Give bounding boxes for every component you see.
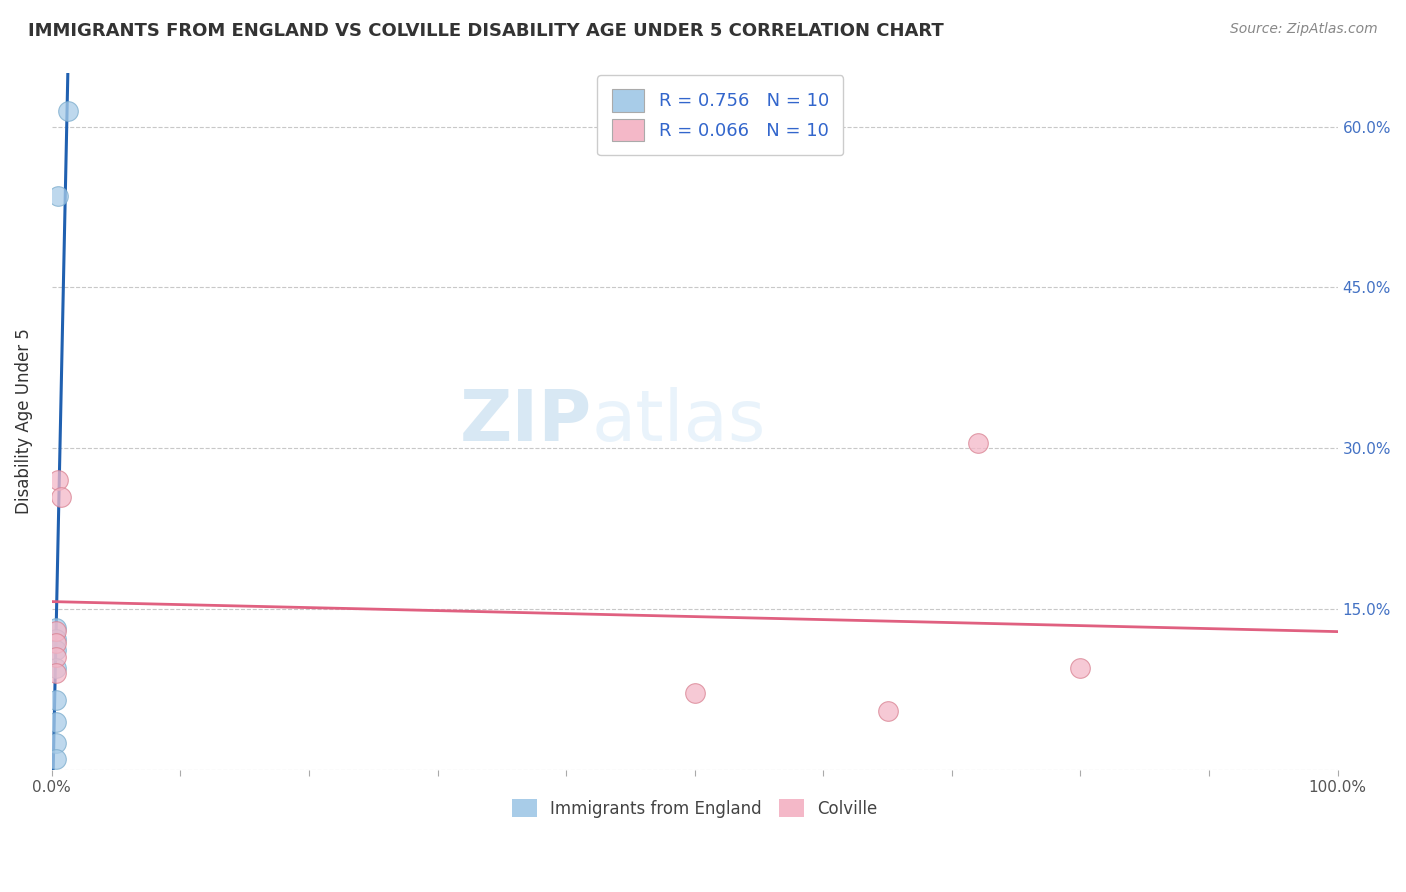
Point bbox=[45, 636, 67, 650]
Point bbox=[45, 736, 67, 750]
Point bbox=[45, 643, 67, 657]
Point bbox=[45, 666, 67, 681]
Point bbox=[45, 650, 67, 665]
Point bbox=[46, 189, 69, 203]
Text: IMMIGRANTS FROM ENGLAND VS COLVILLE DISABILITY AGE UNDER 5 CORRELATION CHART: IMMIGRANTS FROM ENGLAND VS COLVILLE DISA… bbox=[28, 22, 943, 40]
Point bbox=[46, 474, 69, 488]
Text: ZIP: ZIP bbox=[460, 387, 592, 456]
Point bbox=[683, 686, 706, 700]
Point bbox=[45, 693, 67, 707]
Text: atlas: atlas bbox=[592, 387, 766, 456]
Point bbox=[876, 704, 898, 718]
Point bbox=[45, 624, 67, 638]
Point bbox=[45, 622, 67, 636]
Point bbox=[966, 436, 988, 450]
Y-axis label: Disability Age Under 5: Disability Age Under 5 bbox=[15, 328, 32, 515]
Point bbox=[45, 752, 67, 766]
Point bbox=[49, 490, 72, 504]
Point bbox=[45, 632, 67, 647]
Text: Source: ZipAtlas.com: Source: ZipAtlas.com bbox=[1230, 22, 1378, 37]
Point bbox=[58, 103, 80, 118]
Legend: Immigrants from England, Colville: Immigrants from England, Colville bbox=[505, 792, 884, 824]
Point bbox=[1069, 661, 1091, 675]
Point bbox=[45, 661, 67, 675]
Point bbox=[45, 714, 67, 729]
